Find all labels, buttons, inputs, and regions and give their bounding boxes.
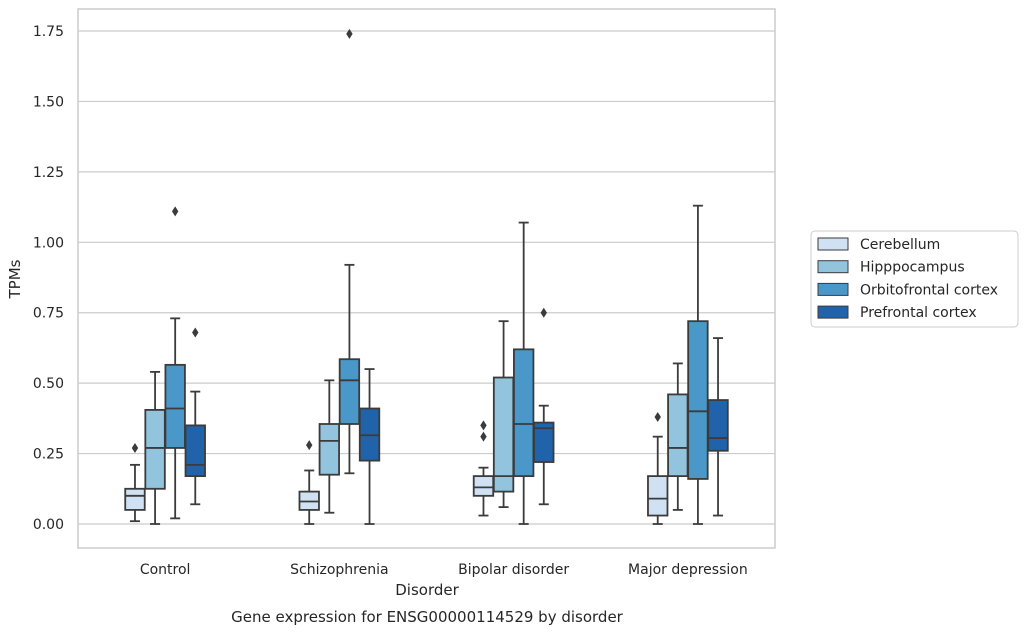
- box-group: [124, 442, 146, 523]
- box-group: [533, 307, 555, 506]
- x-axis-label: Disorder: [395, 581, 459, 599]
- box-group: [298, 440, 320, 525]
- box-group: [647, 411, 669, 525]
- box: [472, 475, 495, 497]
- legend: Cerebellum Hipppocampus Orbitofrontal cort…: [810, 230, 1019, 328]
- box-group: [338, 28, 361, 475]
- y-tick-label: 1.50: [33, 94, 64, 110]
- x-tick-label: Bipolar disorder: [458, 562, 569, 578]
- outlier-point: [192, 327, 199, 338]
- box-group: [513, 221, 535, 525]
- box-group: [144, 370, 166, 525]
- y-tick-label: 0.50: [33, 376, 64, 392]
- box-group: [707, 337, 729, 517]
- y-axis-ticks: 0.00 0.25 0.50 0.75 1.00 1.25 1.50 1.75: [33, 24, 64, 533]
- legend-label: Cerebellum: [860, 237, 940, 253]
- plot-frame: [77, 8, 776, 549]
- boxes: [124, 28, 729, 525]
- x-tick-label: Schizophrenia: [290, 562, 388, 578]
- outlier-point: [540, 307, 547, 318]
- box: [124, 487, 146, 511]
- outlier-point: [480, 431, 487, 442]
- y-tick-label: 1.00: [33, 235, 64, 251]
- legend-label: Hipppocampus: [860, 260, 965, 276]
- box: [667, 393, 689, 478]
- x-axis-ticks: Control Schizophrenia Bipolar disorder Majo…: [140, 562, 748, 578]
- chart-title: Gene expression for ENSG00000114529 by d…: [231, 608, 624, 626]
- y-tick-label: 1.75: [33, 24, 64, 40]
- box-group: [472, 420, 495, 517]
- box: [647, 475, 669, 517]
- legend-swatch: [817, 237, 849, 251]
- box-group: [164, 206, 186, 520]
- legend-label: Orbitofrontal cortex: [860, 282, 998, 298]
- box-group: [667, 362, 689, 511]
- box: [318, 423, 340, 476]
- y-tick-label: 1.25: [33, 165, 64, 181]
- y-tick-label: 0.00: [33, 517, 64, 533]
- legend-frame: [810, 230, 1019, 328]
- box: [687, 320, 709, 480]
- legend-swatch: [817, 305, 849, 319]
- box-group: [492, 320, 515, 508]
- outlier-point: [171, 206, 179, 217]
- box-group: [318, 379, 340, 514]
- outlier-point: [654, 411, 661, 422]
- outlier-point: [306, 440, 313, 451]
- x-tick-label: Control: [140, 562, 191, 578]
- y-tick-label: 0.75: [33, 306, 64, 322]
- box: [144, 409, 166, 490]
- box: [338, 358, 361, 425]
- y-axis-label: TPMs: [6, 259, 24, 299]
- outlier-point: [131, 442, 139, 453]
- box-group: [184, 327, 206, 506]
- outlier-point: [346, 28, 353, 39]
- y-tick-label: 0.25: [33, 447, 64, 463]
- box: [164, 363, 186, 449]
- box: [707, 399, 729, 452]
- legend-label: Prefrontal cortex: [860, 305, 977, 321]
- outlier-point: [480, 420, 487, 431]
- legend-swatch: [817, 260, 849, 274]
- box-group: [358, 368, 381, 525]
- legend-swatch: [817, 282, 849, 296]
- box: [513, 348, 535, 478]
- box-group: [687, 204, 709, 525]
- x-tick-label: Major depression: [628, 562, 748, 578]
- box: [184, 424, 206, 478]
- box: [492, 376, 515, 493]
- box: [533, 421, 555, 463]
